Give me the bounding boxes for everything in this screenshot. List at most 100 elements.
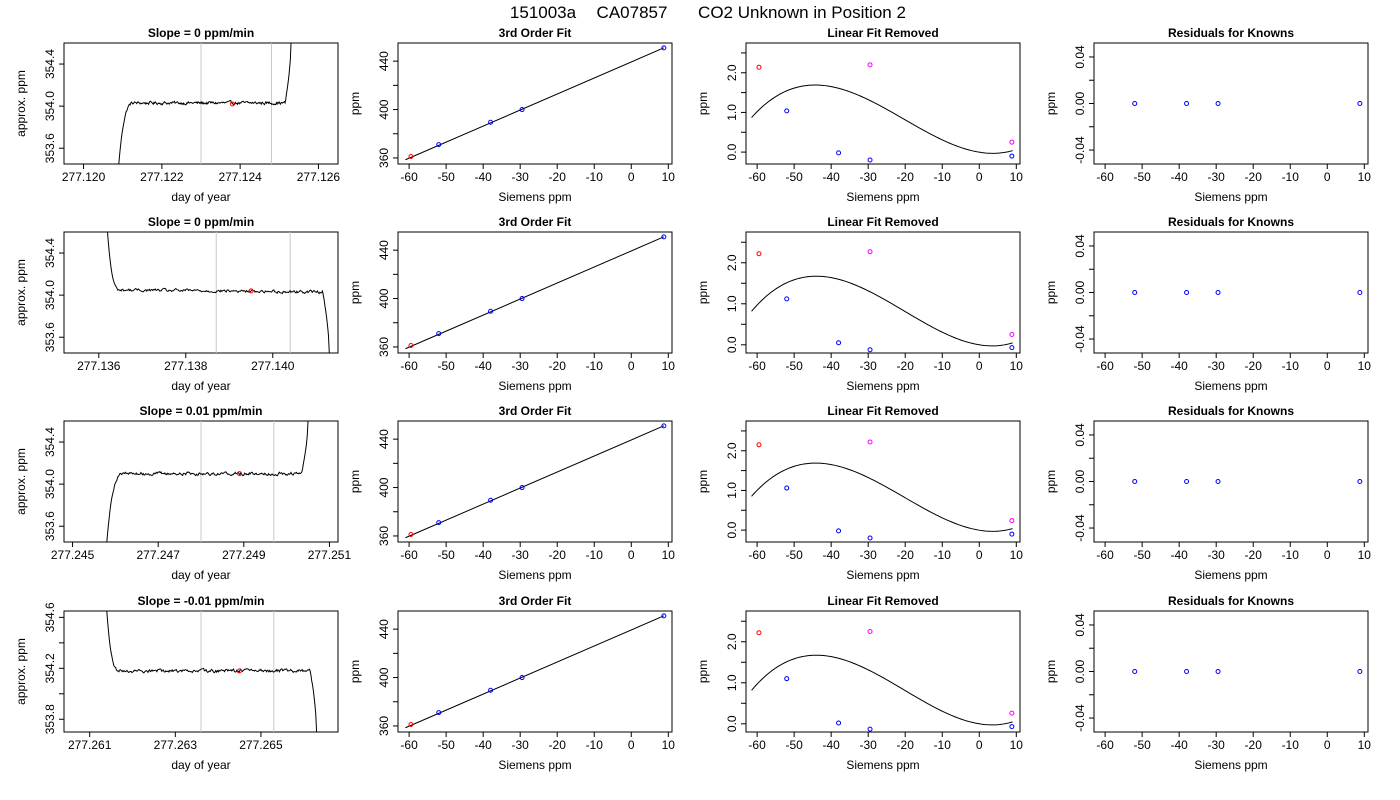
x-tick-label: -20 bbox=[1245, 359, 1263, 373]
data-point-blue bbox=[1009, 153, 1015, 159]
y-tick-label: 354.4 bbox=[43, 238, 57, 268]
data-point-blue bbox=[1184, 669, 1190, 674]
plot-area bbox=[405, 615, 665, 729]
x-tick-label: -20 bbox=[897, 170, 915, 184]
plot-area bbox=[118, 43, 292, 164]
x-tick-label: -30 bbox=[860, 170, 878, 184]
x-tick-label: -50 bbox=[437, 359, 455, 373]
x-tick-label: -30 bbox=[512, 170, 530, 184]
x-tick-label: -60 bbox=[748, 738, 766, 752]
x-axis-label: Siemens ppm bbox=[846, 568, 919, 582]
panel-1-1: Slope = 0 ppm/min 277.120 277.122 277.124 27… bbox=[14, 26, 340, 204]
x-tick-label: -60 bbox=[400, 170, 418, 184]
data-point-blue bbox=[519, 485, 525, 491]
y-axis-label: ppm bbox=[696, 470, 710, 493]
data-point-blue bbox=[519, 675, 525, 681]
data-point-blue bbox=[1357, 101, 1363, 106]
data-point-blue bbox=[1132, 290, 1138, 295]
fit-line bbox=[405, 615, 665, 729]
y-axis-label: ppm bbox=[696, 281, 710, 304]
x-tick-label: 277.138 bbox=[164, 359, 208, 373]
x-axis-label: day of year bbox=[171, 190, 230, 204]
panel-title: Slope = -0.01 ppm/min bbox=[137, 594, 264, 608]
x-tick-label: -50 bbox=[1133, 738, 1151, 752]
panel-title: 3rd Order Fit bbox=[499, 26, 572, 40]
x-tick-label: -10 bbox=[586, 548, 604, 562]
data-point-blue bbox=[784, 676, 790, 682]
x-axis-label: day of year bbox=[171, 379, 230, 393]
x-tick-label: 0 bbox=[628, 359, 635, 373]
y-axis-label: approx. ppm bbox=[14, 70, 28, 137]
plot-area bbox=[751, 275, 1013, 347]
x-tick-label: -50 bbox=[1133, 359, 1151, 373]
figure-title-tank: CA07857 bbox=[597, 3, 668, 22]
data-point-red bbox=[756, 251, 762, 257]
y-tick-label: 354.4 bbox=[43, 427, 57, 457]
x-tick-label: -10 bbox=[586, 738, 604, 752]
plot-frame bbox=[745, 420, 1021, 543]
x-tick-label: -20 bbox=[1245, 548, 1263, 562]
data-point-blue bbox=[519, 296, 525, 302]
x-tick-label: -10 bbox=[1282, 359, 1300, 373]
x-tick-label: -10 bbox=[934, 548, 952, 562]
x-tick-label: -20 bbox=[1245, 738, 1263, 752]
data-point-blue bbox=[836, 528, 842, 534]
x-tick-label: 0 bbox=[1324, 548, 1331, 562]
data-point-blue bbox=[784, 296, 790, 302]
panel-title: Slope = 0 ppm/min bbox=[148, 26, 254, 40]
x-tick-label: 277.265 bbox=[239, 738, 283, 752]
panel-2-1: Slope = 0 ppm/min 277.136 277.138 277.140 35… bbox=[14, 215, 339, 393]
x-tick-label: -50 bbox=[785, 359, 803, 373]
panel-title: Residuals for Knowns bbox=[1168, 594, 1294, 608]
x-tick-label: -40 bbox=[474, 738, 492, 752]
y-axis-label: ppm bbox=[1044, 92, 1058, 115]
panel-title: Linear Fit Removed bbox=[827, 594, 938, 608]
x-axis-label: Siemens ppm bbox=[846, 190, 919, 204]
y-tick-label: 440 bbox=[377, 51, 391, 71]
x-tick-label: 0 bbox=[1324, 359, 1331, 373]
data-point-magenta bbox=[867, 439, 873, 445]
x-tick-label: 10 bbox=[1010, 548, 1024, 562]
plot-frame bbox=[397, 42, 673, 165]
y-axis-label: ppm bbox=[1044, 660, 1058, 683]
x-tick-label: -20 bbox=[549, 738, 567, 752]
data-point-red bbox=[408, 721, 414, 727]
x-tick-label: -20 bbox=[897, 738, 915, 752]
panel-title: Linear Fit Removed bbox=[827, 26, 938, 40]
plot-area bbox=[751, 654, 1013, 726]
y-tick-label: 354.0 bbox=[43, 469, 57, 499]
x-tick-label: 0 bbox=[976, 738, 983, 752]
data-point-blue bbox=[1132, 669, 1138, 674]
panel-4-2: 3rd Order Fit -60 -50 -40 -30 -20 -10 0 10 360 400… bbox=[348, 594, 675, 772]
y-tick-label: 0.0 bbox=[725, 336, 739, 353]
data-point-red bbox=[237, 471, 243, 477]
x-tick-label: -20 bbox=[1245, 170, 1263, 184]
x-tick-label: 10 bbox=[662, 170, 676, 184]
data-point-blue bbox=[1215, 101, 1221, 106]
data-point-blue bbox=[1132, 101, 1138, 106]
x-tick-label: -60 bbox=[748, 359, 766, 373]
x-axis-label: Siemens ppm bbox=[498, 568, 571, 582]
x-tick-label: -30 bbox=[860, 548, 878, 562]
panel-1-4: Residuals for Knowns -60 -50 -40 -30 -20 -10 0 1… bbox=[1044, 26, 1371, 204]
plot-area bbox=[405, 425, 665, 539]
y-axis-label: ppm bbox=[348, 470, 362, 493]
panel-title: Slope = 0 ppm/min bbox=[148, 215, 254, 229]
data-point-blue bbox=[488, 119, 494, 125]
fit-line bbox=[405, 236, 665, 350]
figure-title-id: 151003a bbox=[510, 3, 577, 22]
panel-title: 3rd Order Fit bbox=[499, 215, 572, 229]
x-tick-label: 277.261 bbox=[68, 738, 112, 752]
plot-frame bbox=[1093, 42, 1369, 165]
panels-grid: Slope = 0 ppm/min 277.120 277.122 277.124 27… bbox=[14, 26, 1371, 772]
x-tick-label: -10 bbox=[934, 359, 952, 373]
panel-3-2: 3rd Order Fit -60 -50 -40 -30 -20 -10 0 10 360 400… bbox=[348, 404, 675, 582]
x-tick-label: -50 bbox=[437, 170, 455, 184]
y-axis-label: ppm bbox=[348, 92, 362, 115]
y-axis-label: approx. ppm bbox=[14, 259, 28, 326]
data-point-blue bbox=[784, 108, 790, 114]
y-tick-label: 354.4 bbox=[43, 49, 57, 79]
x-tick-label: -20 bbox=[897, 548, 915, 562]
y-axis-label: ppm bbox=[348, 660, 362, 683]
panel-title: Residuals for Knowns bbox=[1168, 26, 1294, 40]
